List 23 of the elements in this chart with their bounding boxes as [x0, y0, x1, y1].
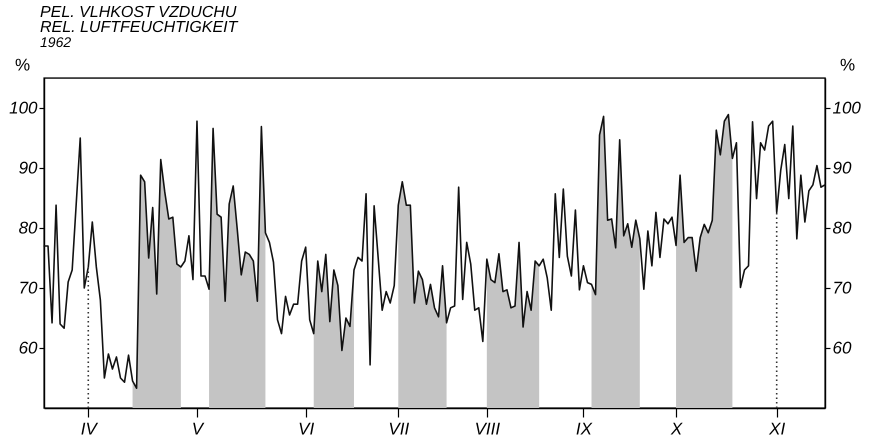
y2-axis-title: % [840, 56, 856, 74]
y-tick-label: 100 [9, 98, 38, 118]
y2-tick-label: 90 [832, 158, 852, 178]
y-tick-label: 90 [18, 158, 38, 178]
line-series [43, 114, 826, 389]
y2-tick-label: 80 [832, 218, 852, 238]
x-tick-label: IX [576, 420, 593, 438]
x-tick-label: VI [298, 420, 314, 438]
x-tick-label: IV [80, 420, 98, 438]
chart-subtitle: 1962 [40, 34, 72, 50]
x-tick-label: VIII [474, 420, 500, 438]
x-tick-label: VII [388, 420, 410, 438]
chart-title: PEL. VLHKOST VZDUCHU REL. LUFTFEUCHTIGKEIT [40, 4, 239, 36]
y2-tick-label: 60 [832, 338, 852, 358]
y2-tick-label: 70 [832, 278, 852, 298]
x-tick-label: X [670, 420, 683, 438]
y-axis-title: % [14, 56, 30, 74]
y-tick-label: 70 [18, 278, 38, 298]
y-tick-label: 60 [18, 338, 38, 358]
y2-tick-label: 100 [832, 98, 862, 118]
y-tick-label: 80 [18, 218, 38, 238]
x-tick-label: XI [768, 420, 786, 438]
x-tick-label: V [192, 420, 205, 438]
